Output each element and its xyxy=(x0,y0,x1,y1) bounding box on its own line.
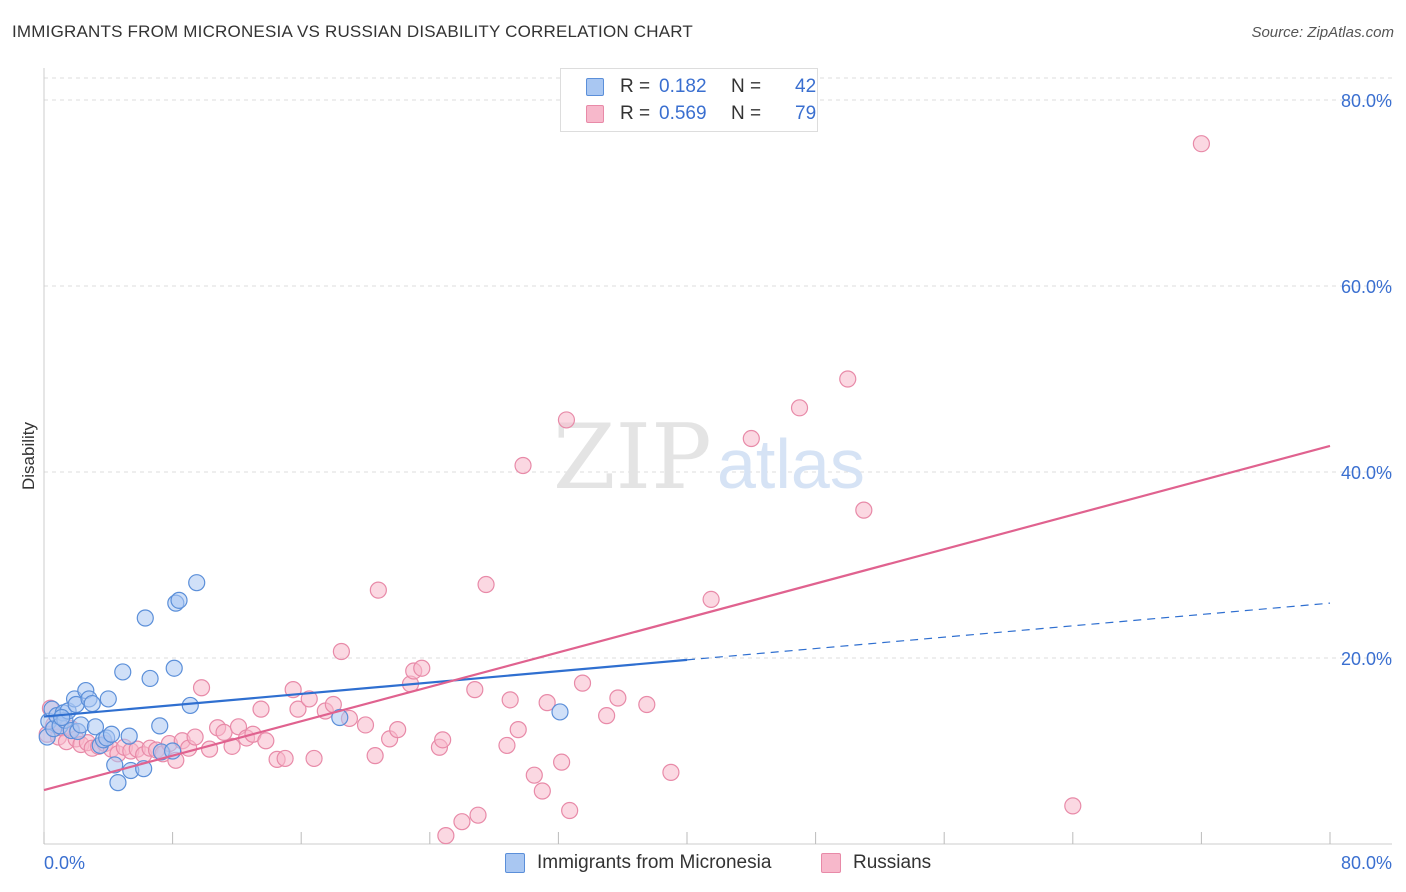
legend-n-value: 42 xyxy=(795,76,817,97)
bottom-legend-swatch-micronesia xyxy=(505,853,525,873)
point-russians xyxy=(192,679,211,697)
point-russians xyxy=(533,782,551,800)
point-russians xyxy=(300,690,318,708)
point-russians xyxy=(561,801,579,820)
point-russians xyxy=(434,731,452,749)
point-russians xyxy=(609,689,627,707)
point-micronesia xyxy=(181,696,199,715)
point-micronesia xyxy=(165,659,183,677)
chart-title: IMMIGRANTS FROM MICRONESIA VS RUSSIAN DI… xyxy=(12,22,694,41)
point-russians xyxy=(366,747,384,765)
y-tick-label: 60.0% xyxy=(1341,277,1392,297)
point-russians xyxy=(598,707,616,725)
point-russians xyxy=(538,694,556,712)
point-micronesia xyxy=(53,708,71,727)
point-russians xyxy=(525,766,543,784)
point-russians xyxy=(305,749,323,768)
point-russians xyxy=(276,749,294,768)
point-russians xyxy=(356,716,375,734)
legend-r-label: R = xyxy=(620,103,651,124)
point-russians xyxy=(186,728,204,746)
point-russians xyxy=(855,501,873,519)
trendline-micronesia xyxy=(43,658,688,718)
point-russians xyxy=(223,737,241,755)
trendline-russians xyxy=(43,444,1331,792)
point-micronesia xyxy=(551,703,569,721)
point-micronesia xyxy=(72,716,90,734)
point-micronesia xyxy=(109,774,127,792)
point-micronesia xyxy=(141,669,159,688)
bottom-legend-label-russians: Russians xyxy=(853,852,932,873)
legend-swatch-russians xyxy=(586,105,604,123)
point-russians xyxy=(369,581,387,599)
legend-n-label: N = xyxy=(731,76,762,97)
watermark-zip: ZIP xyxy=(553,405,712,510)
y-axis-label: Disability xyxy=(19,421,38,490)
point-russians xyxy=(509,721,527,739)
point-russians xyxy=(790,399,809,417)
point-micronesia xyxy=(120,727,138,745)
point-russians xyxy=(289,700,307,718)
legend-r-label: R = xyxy=(620,76,651,97)
point-russians xyxy=(553,753,571,771)
point-micronesia xyxy=(83,694,101,713)
point-micronesia xyxy=(331,708,349,727)
point-micronesia xyxy=(170,591,188,609)
point-micronesia xyxy=(188,574,206,592)
x-tick-label: 80.0% xyxy=(1341,853,1392,873)
y-tick-label: 20.0% xyxy=(1341,649,1392,669)
watermark-atlas: atlas xyxy=(717,425,865,503)
bottom-legend-swatch-russians xyxy=(821,853,841,873)
point-russians xyxy=(501,691,519,709)
point-russians xyxy=(413,659,431,677)
point-russians xyxy=(1192,135,1211,153)
y-tick-label: 40.0% xyxy=(1341,463,1392,483)
point-micronesia xyxy=(136,609,154,627)
source-label: Source: ZipAtlas.com xyxy=(1251,24,1394,41)
legend-box: R = 0.182 N = 42 R = 0.569 N = 79 xyxy=(560,68,818,132)
point-russians xyxy=(332,642,350,661)
bottom-legend-label-micronesia: Immigrants from Micronesia xyxy=(537,852,772,873)
point-russians xyxy=(702,590,720,609)
point-russians xyxy=(839,370,857,388)
point-russians xyxy=(389,721,407,739)
point-russians xyxy=(638,695,656,714)
point-russians xyxy=(742,429,760,448)
point-russians xyxy=(257,732,275,750)
point-russians xyxy=(514,456,532,475)
point-micronesia xyxy=(99,690,117,708)
point-micronesia xyxy=(86,718,105,736)
point-micronesia xyxy=(151,717,169,735)
point-russians xyxy=(573,674,592,692)
legend-r-value: 0.569 xyxy=(659,103,707,124)
point-russians xyxy=(498,736,516,755)
point-russians xyxy=(1064,797,1082,815)
point-micronesia xyxy=(114,663,132,681)
point-russians xyxy=(477,575,495,594)
point-russians xyxy=(453,813,471,831)
point-russians xyxy=(557,411,576,429)
legend-n-label: N = xyxy=(731,103,762,124)
trendline-micronesia-extension xyxy=(686,602,1331,661)
y-tick-label: 80.0% xyxy=(1341,91,1392,111)
point-russians xyxy=(662,763,680,781)
point-russians xyxy=(252,700,270,718)
point-russians xyxy=(437,827,455,845)
legend-n-value: 79 xyxy=(795,103,817,124)
point-russians xyxy=(469,806,487,824)
legend-swatch-micronesia xyxy=(586,78,604,96)
x-tick-label: 0.0% xyxy=(44,853,85,873)
legend-r-value: 0.182 xyxy=(659,76,707,97)
point-russians xyxy=(466,681,484,699)
point-micronesia xyxy=(102,725,121,743)
point-russians xyxy=(215,723,233,742)
